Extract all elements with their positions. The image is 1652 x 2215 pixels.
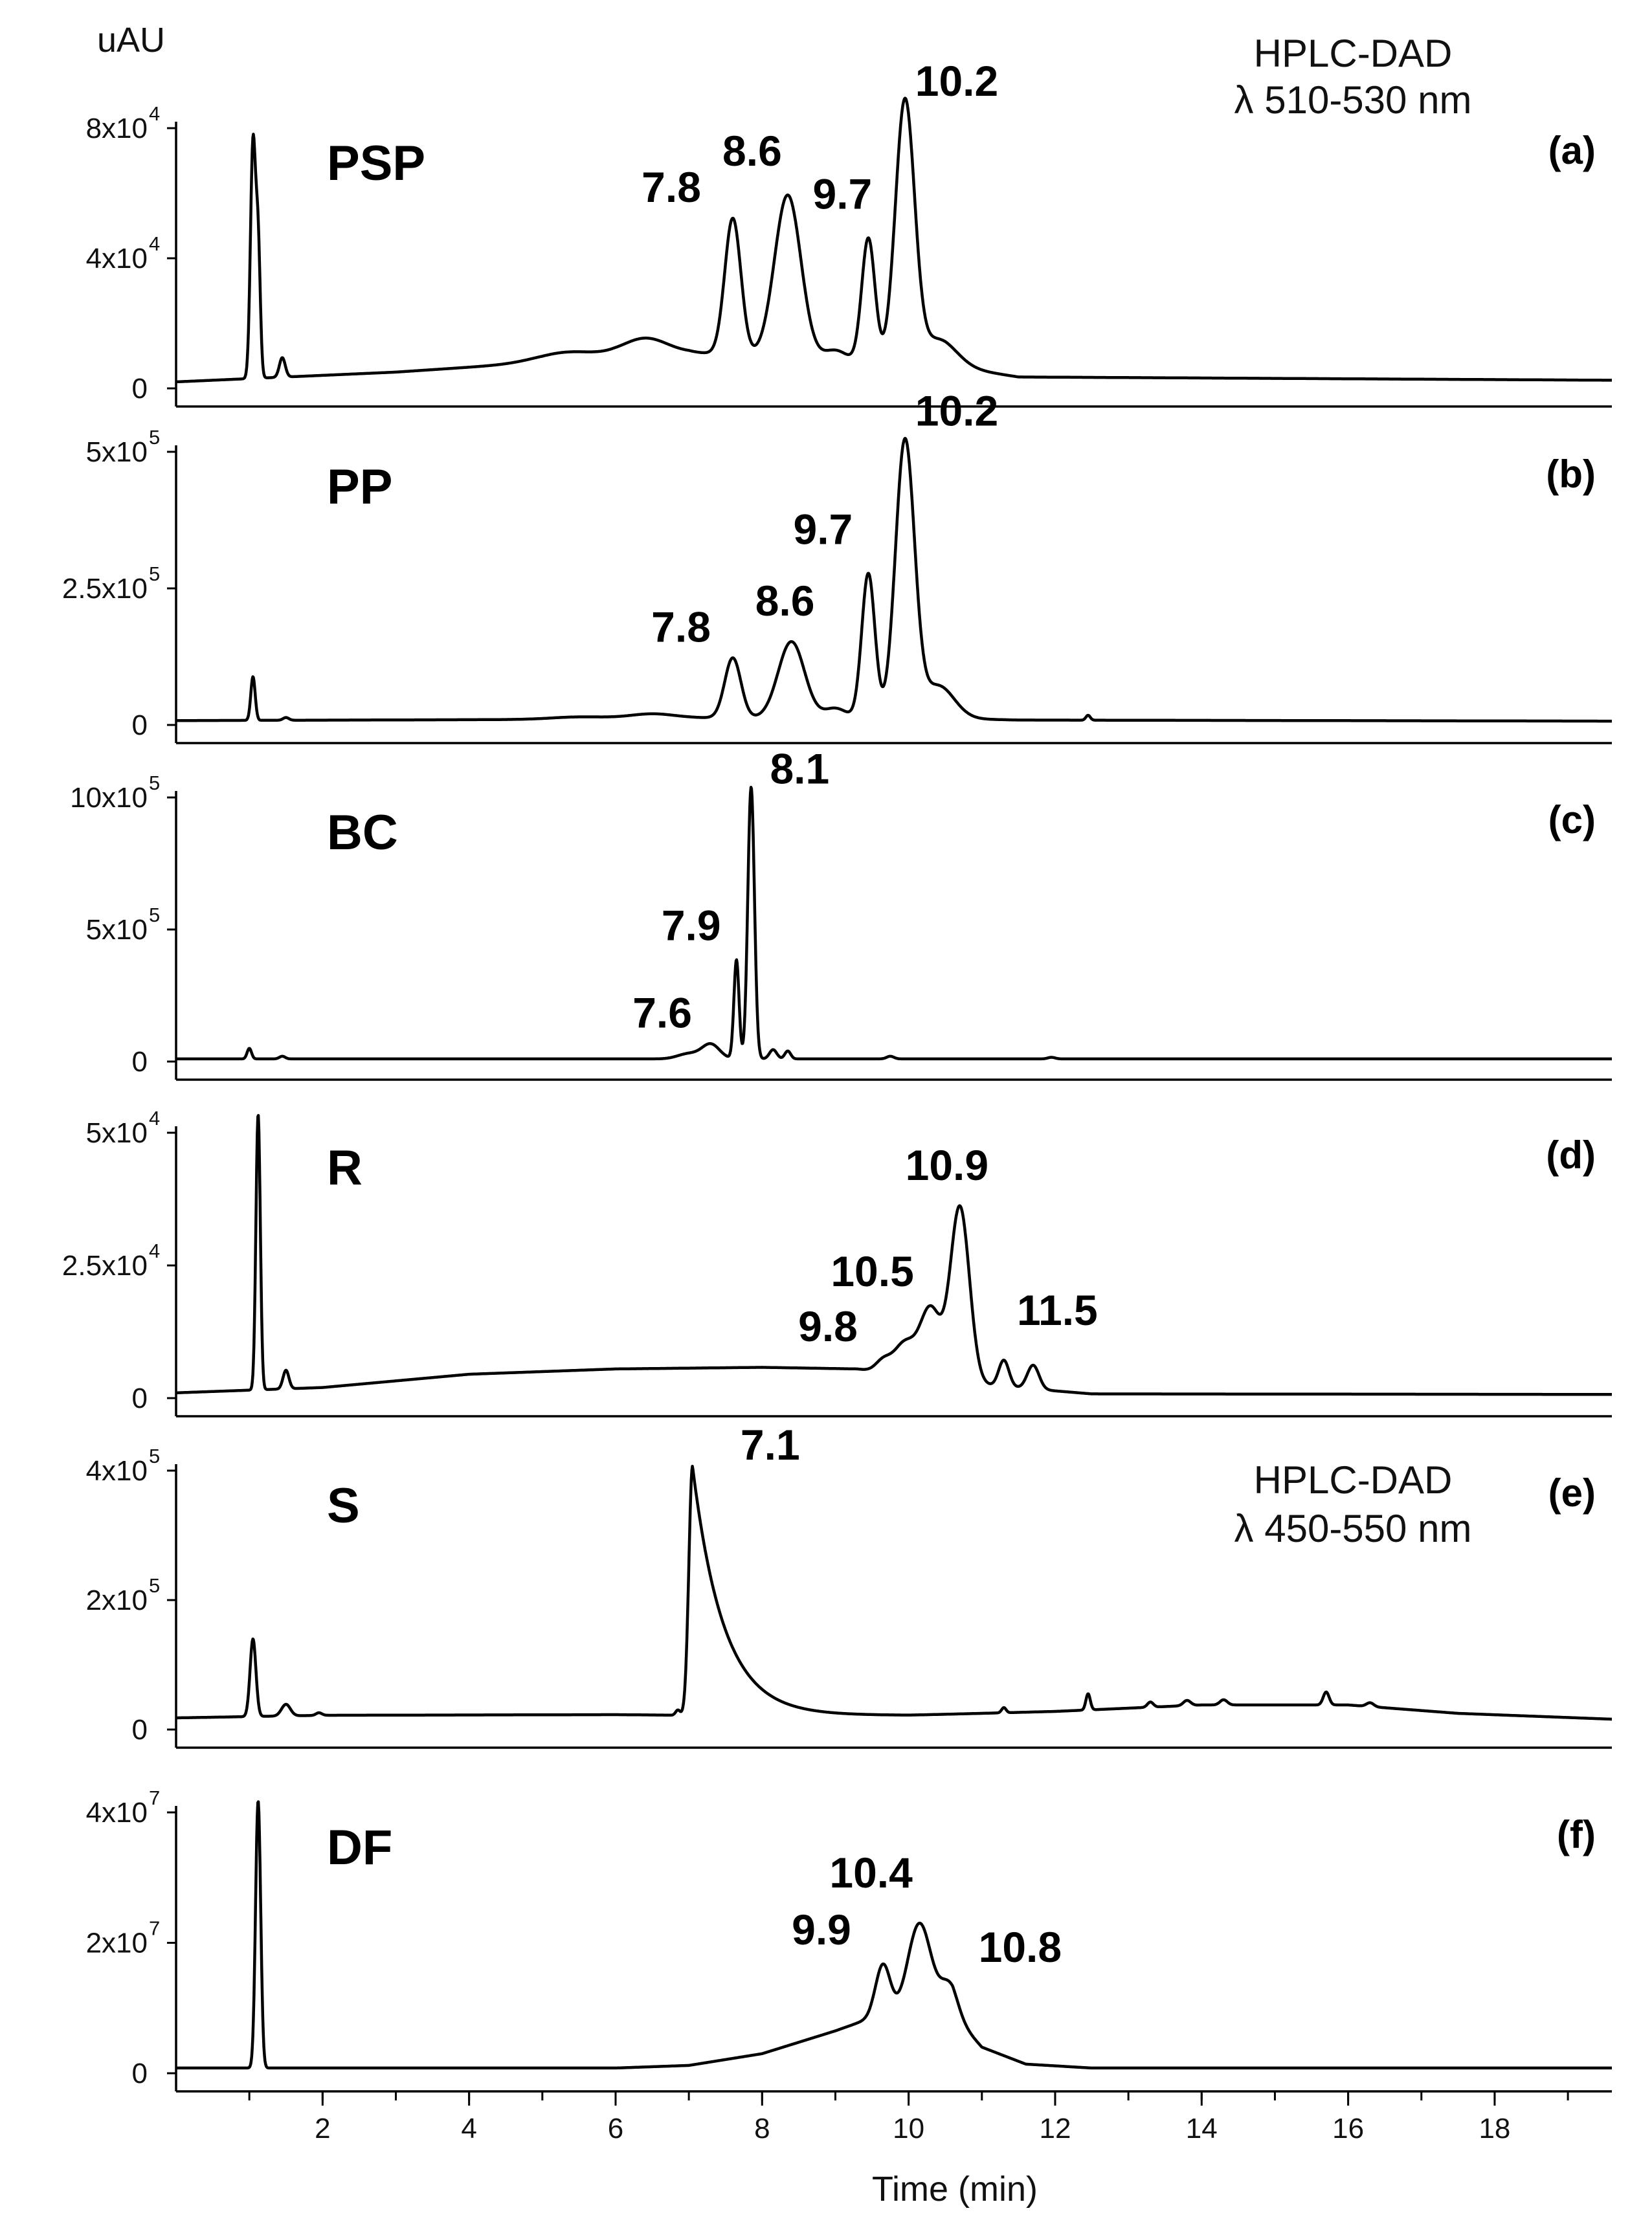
x-axis: 2 4 6 8 10 12 14 16 18 [248,2091,1569,2144]
y-tick-label: 2.5x10 [62,1250,148,1282]
y-tick-exponent: 5 [149,772,160,794]
peak-label: 7.9 [662,902,721,950]
chromatogram-trace [175,96,1613,384]
y-tick-label: 5x10 [86,914,148,946]
y-tick-label: 4x10 [86,1797,148,1829]
y-tick-label: 0 [132,373,148,405]
chromatogram-trace [175,1800,1613,2070]
peak-label: 9.7 [794,506,853,553]
peak-label: 10.8 [979,1923,1062,1971]
peak-label: 8.1 [770,745,829,793]
y-tick-exponent: 5 [149,426,160,449]
peak-label: 7.8 [651,603,711,651]
x-tick-label: 14 [1186,2113,1218,2144]
x-tick-label: 12 [1039,2113,1071,2144]
x-tick-label: 6 [608,2113,623,2144]
x-tick-label: 8 [754,2113,770,2144]
x-tick-label: 10 [893,2113,924,2144]
peak-label: 9.7 [813,170,873,217]
y-tick-exponent: 4 [149,102,160,125]
y-tick-label: 0 [132,1046,148,1078]
y-tick-label: 4x10 [86,243,148,274]
peak-label: 9.9 [792,1906,851,1953]
sample-label: PSP [327,136,425,191]
peak-label: 10.4 [829,1849,913,1897]
detection-info: HPLC-DAD [1254,1458,1453,1502]
y-tick-label: 0 [132,1714,148,1746]
chromatogram-trace [175,1464,1613,1721]
y-tick-label: 8x10 [86,113,148,144]
y-tick-exponent: 5 [149,1574,160,1597]
detection-info: λ 450-550 nm [1234,1507,1472,1550]
chromatogram-trace [175,436,1613,723]
peak-label: 10.5 [831,1247,913,1295]
peak-label: 7.6 [632,988,692,1036]
y-tick-label: 4x10 [86,1455,148,1487]
y-tick-exponent: 4 [149,1107,160,1130]
peak-label: 7.8 [642,163,701,211]
panel-letter: (e) [1548,1471,1596,1515]
peak-label: 10.2 [915,386,998,434]
sample-label: PP [327,460,392,515]
y-tick-label: 2x10 [86,1928,148,1959]
y-tick-exponent: 7 [149,1917,160,1940]
peak-label: 8.6 [722,127,782,175]
x-tick-label: 16 [1332,2113,1364,2144]
detection-info: HPLC-DAD [1254,32,1453,75]
y-tick-label: 2.5x10 [62,573,148,605]
x-tick-label: 4 [461,2113,476,2144]
sample-label: BC [327,805,398,860]
peak-label: 9.8 [798,1302,858,1350]
detection-info: λ 510-530 nm [1234,78,1472,122]
x-tick-label: 18 [1479,2113,1510,2144]
x-tick-label: 2 [315,2113,330,2144]
peak-label: 10.2 [915,57,998,105]
panel-letter: (c) [1548,798,1596,841]
panel-letter: (a) [1548,129,1596,172]
y-tick-label: 10x10 [70,782,148,814]
y-tick-exponent: 7 [149,1786,160,1809]
y-unit-label: uAU [97,21,165,60]
chromatogram-trace [175,1114,1613,1396]
sample-label: DF [327,1820,392,1875]
y-tick-exponent: 5 [149,1445,160,1467]
peak-label: 11.5 [1017,1286,1098,1334]
y-tick-exponent: 4 [149,1240,160,1262]
y-tick-label: 0 [132,709,148,741]
peak-label: 10.9 [906,1141,988,1189]
peak-label: 7.1 [741,1421,800,1469]
sample-label: R [327,1141,363,1196]
panel-letter: (f) [1557,1813,1596,1856]
panel-letter: (d) [1546,1133,1596,1177]
y-tick-label: 2x10 [86,1585,148,1616]
y-tick-label: 0 [132,2058,148,2089]
y-tick-exponent: 4 [149,232,160,255]
panel-letter: (b) [1546,452,1596,496]
x-axis-title: Time (min) [872,2170,1038,2209]
chromatogram-trace [175,786,1613,1061]
y-tick-exponent: 5 [149,904,160,926]
peak-label: 8.6 [755,577,815,625]
y-tick-exponent: 5 [149,562,160,585]
y-tick-label: 5x10 [86,436,148,468]
y-tick-label: 0 [132,1383,148,1414]
sample-label: S [327,1478,360,1533]
y-tick-label: 5x10 [86,1117,148,1149]
